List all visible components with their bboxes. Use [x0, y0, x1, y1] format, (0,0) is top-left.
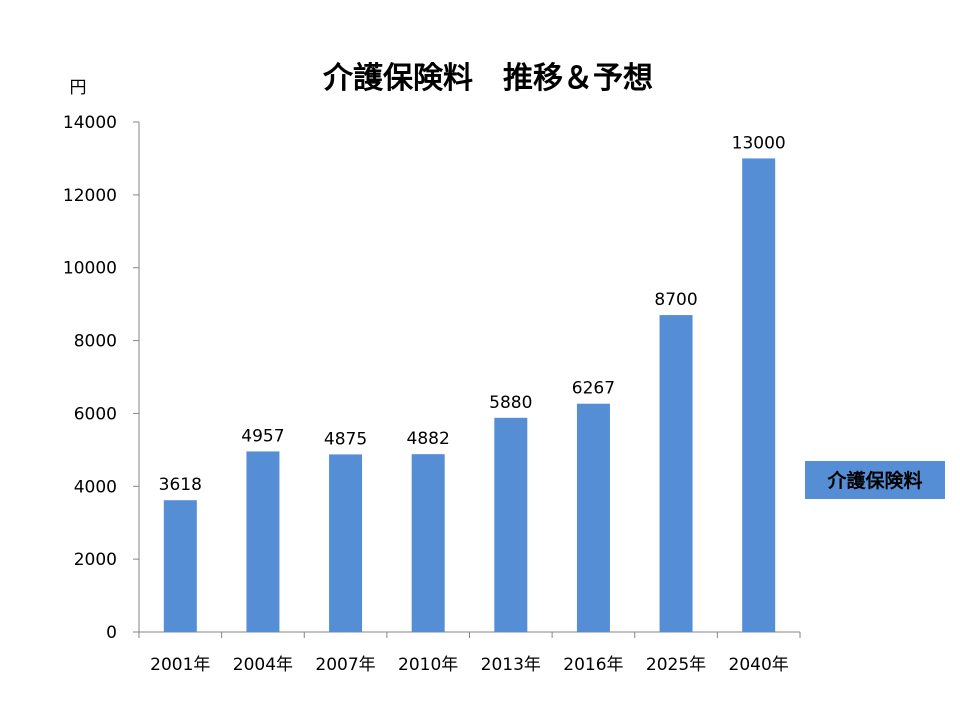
category-label: 2025年: [646, 655, 706, 675]
bar: [329, 454, 363, 632]
bar-series: [163, 158, 776, 632]
bar: [742, 158, 776, 632]
data-label: 4957: [241, 426, 284, 446]
data-label: 4875: [324, 429, 367, 449]
data-label: 8700: [654, 290, 697, 310]
bar: [576, 403, 610, 632]
data-labels: 3618 4957 4875 4882 5880 6267 8700 13000: [159, 133, 786, 495]
y-tick-label: 2000: [74, 550, 117, 570]
y-tick-label: 12000: [63, 186, 117, 206]
data-label: 5880: [489, 393, 532, 413]
data-label: 6267: [572, 379, 615, 399]
y-tick-label: 4000: [74, 477, 117, 497]
category-label: 2040年: [729, 655, 789, 675]
y-tick-label: 8000: [74, 332, 117, 352]
category-label: 2013年: [481, 655, 541, 675]
category-label: 2007年: [315, 655, 375, 675]
category-label: 2016年: [563, 655, 623, 675]
category-label: 2001年: [150, 655, 210, 675]
data-label: 4882: [407, 429, 450, 449]
legend-swatch: [805, 461, 945, 499]
y-tick-label: 0: [106, 623, 117, 643]
bar: [163, 500, 197, 632]
y-axis-unit-label: 円: [70, 78, 87, 98]
x-axis: [138, 631, 801, 638]
data-label: 13000: [732, 133, 786, 153]
y-tick-label: 14000: [63, 113, 117, 133]
y-axis-ticks: 0 2000 4000 6000 8000 10000 12000 14000: [63, 113, 139, 643]
y-tick-label: 10000: [63, 259, 117, 279]
bar: [411, 454, 445, 632]
category-label: 2004年: [233, 655, 293, 675]
bar: [494, 417, 528, 632]
legend-label: 介護保険料: [826, 469, 922, 492]
chart-title: 介護保険料 推移＆予想: [322, 61, 653, 96]
bar: [659, 315, 693, 632]
category-labels: 2001年 2004年 2007年 2010年 2013年 2016年 2025年 2040年: [150, 655, 789, 675]
bar: [246, 451, 280, 632]
legend: 介護保険料: [805, 461, 945, 499]
category-label: 2010年: [398, 655, 458, 675]
data-label: 3618: [159, 475, 202, 495]
y-tick-label: 6000: [74, 404, 117, 424]
